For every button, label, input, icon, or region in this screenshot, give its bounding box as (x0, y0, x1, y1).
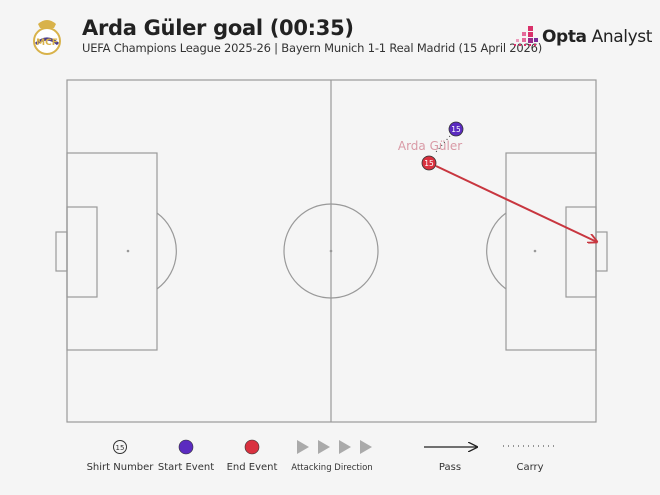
svg-text:MCF: MCF (36, 38, 58, 48)
legend-start-event-icon (178, 439, 194, 455)
legend-attacking-direction-icon (297, 440, 372, 454)
opta-analyst-logo: Opta Analyst (514, 26, 652, 48)
end-shirt-number: 15 (424, 159, 434, 168)
right-goal (595, 231, 608, 272)
left-penalty-spot (126, 249, 130, 253)
legend-carry-label: Carry (516, 462, 544, 473)
right-penalty-area (505, 152, 597, 351)
right-penalty-arc (486, 212, 507, 290)
centre-spot (329, 249, 333, 253)
legend-end-event-icon (244, 439, 260, 455)
right-six-yard-box (565, 206, 597, 298)
player-label: Arda Güler (398, 139, 462, 153)
brand-opta: Opta (542, 27, 587, 47)
svg-text:15: 15 (116, 444, 125, 452)
match-subtitle: UEFA Champions League 2025-26 | Bayern M… (82, 41, 543, 55)
left-goal (55, 231, 68, 272)
brand-analyst: Analyst (586, 27, 653, 47)
start-event-marker[interactable]: 15 (448, 121, 464, 137)
centre-circle (283, 203, 379, 299)
pass-arrow (435, 165, 597, 242)
left-penalty-arc (156, 212, 177, 290)
legend-end-event-label: End Event (226, 462, 278, 473)
left-six-yard-box (66, 206, 98, 298)
legend: 15 (113, 439, 555, 455)
legend-start-event-label: Start Event (157, 462, 215, 473)
left-penalty-area (66, 152, 158, 351)
legend-pass-label: Pass (438, 462, 462, 473)
right-penalty-spot (533, 249, 537, 253)
legend-attacking-direction-label: Attacking Direction (291, 463, 373, 473)
opta-dots-logo-icon (514, 26, 538, 46)
legend-shirt-number-icon: 15 (113, 440, 127, 454)
page-title: Arda Güler goal (00:35) (82, 16, 354, 40)
end-event-marker[interactable]: 15 (421, 155, 437, 171)
real-madrid-crest-icon: MCF (33, 20, 61, 55)
legend-shirt-number-label: Shirt Number (86, 462, 154, 473)
start-shirt-number: 15 (451, 125, 461, 134)
